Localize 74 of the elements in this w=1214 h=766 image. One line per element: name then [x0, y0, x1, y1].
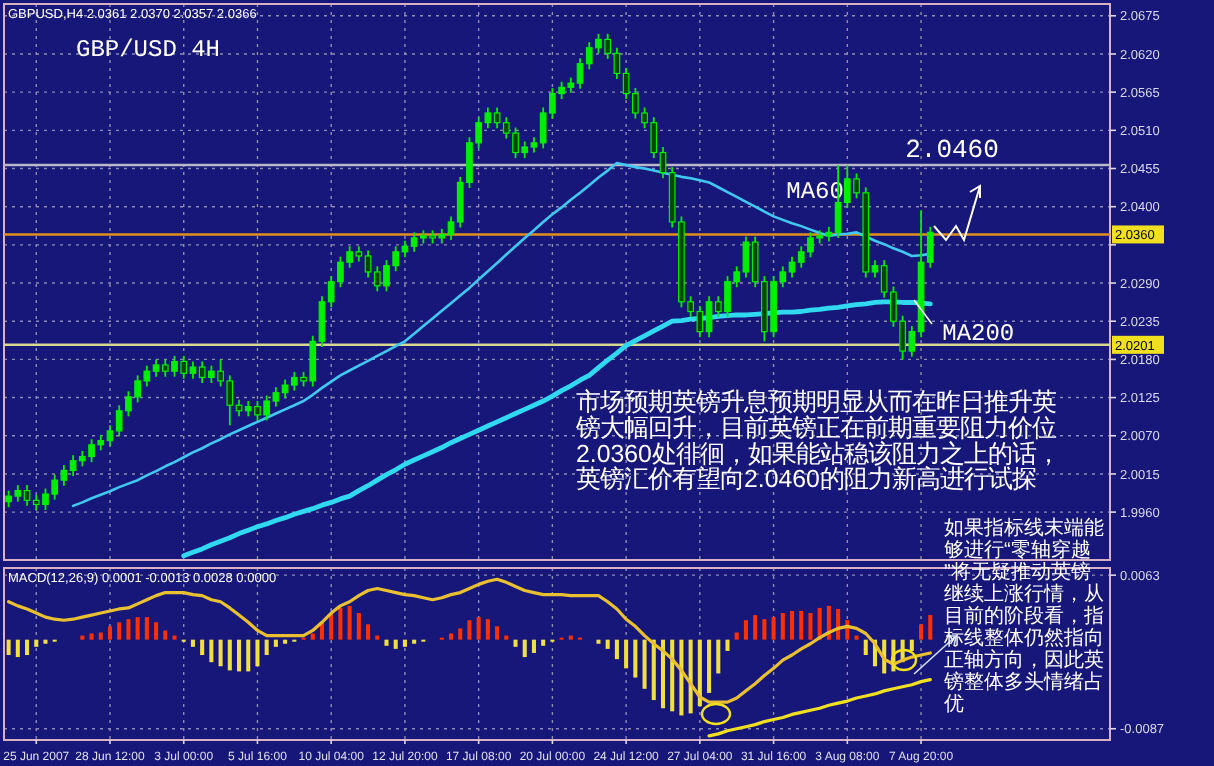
bar — [467, 620, 472, 640]
bar — [633, 639, 638, 678]
bar — [89, 633, 94, 640]
bar — [264, 639, 269, 656]
bar — [98, 632, 103, 640]
bar — [310, 633, 315, 640]
series-label: MA200 — [942, 319, 1015, 348]
bar — [753, 615, 758, 640]
bar — [697, 639, 702, 707]
bar — [688, 639, 693, 714]
bar — [34, 639, 39, 647]
bar — [393, 639, 398, 649]
bar — [495, 626, 500, 640]
bar — [605, 639, 610, 649]
bar — [135, 617, 140, 640]
bar — [448, 633, 454, 640]
bar — [347, 605, 352, 640]
text: GBP/USD 4H — [76, 36, 221, 64]
bar — [780, 613, 785, 640]
bar — [541, 639, 546, 646]
bar — [117, 622, 122, 640]
bar — [154, 622, 159, 640]
bar — [237, 639, 242, 672]
bar — [25, 639, 30, 656]
bar — [126, 619, 131, 640]
bar — [485, 619, 490, 640]
bar — [743, 620, 748, 640]
bar — [6, 639, 11, 656]
bar — [458, 628, 463, 640]
bar — [476, 617, 481, 640]
bar — [707, 639, 712, 693]
bar — [218, 639, 223, 667]
bar — [863, 639, 868, 656]
bar — [762, 619, 767, 640]
bar — [614, 639, 619, 660]
bar — [928, 615, 933, 640]
annotation: 2.0460 — [905, 135, 999, 166]
bar — [734, 632, 739, 640]
bar — [799, 611, 804, 640]
bar — [366, 624, 371, 640]
bar — [329, 613, 334, 640]
bar — [227, 639, 232, 671]
bar — [790, 611, 795, 640]
bar — [200, 639, 205, 656]
bar — [771, 617, 776, 640]
line-series — [707, 678, 932, 738]
bar — [144, 617, 149, 640]
bar — [624, 639, 629, 669]
bar — [15, 639, 20, 658]
bar — [642, 639, 647, 689]
bar — [725, 639, 730, 651]
bar — [384, 639, 389, 646]
bar — [670, 639, 675, 712]
annotation: 市场预期英镑升息预期明显从而在昨日推升英镑大幅回升，目前英镑正在前期重要阻力价位2.0360处徘徊，如果能站稳该阻力之上的话，英镑汇价有望向2.0460的阻力新高进行试探 — [574, 388, 1060, 494]
bar — [107, 626, 113, 640]
bar — [660, 639, 666, 709]
bar — [513, 639, 518, 647]
bar — [356, 613, 361, 640]
bar — [679, 639, 684, 716]
bar — [338, 607, 343, 640]
bar — [163, 630, 168, 640]
bar — [522, 639, 527, 658]
bar — [209, 639, 214, 663]
bar — [255, 639, 260, 667]
bar — [273, 639, 278, 647]
bar — [190, 639, 195, 647]
bar — [531, 639, 536, 653]
bar — [909, 639, 914, 651]
bar — [716, 639, 721, 674]
bar — [402, 639, 407, 647]
bar — [808, 613, 813, 640]
bar — [919, 624, 924, 640]
bar — [651, 639, 656, 701]
bar — [246, 639, 251, 672]
